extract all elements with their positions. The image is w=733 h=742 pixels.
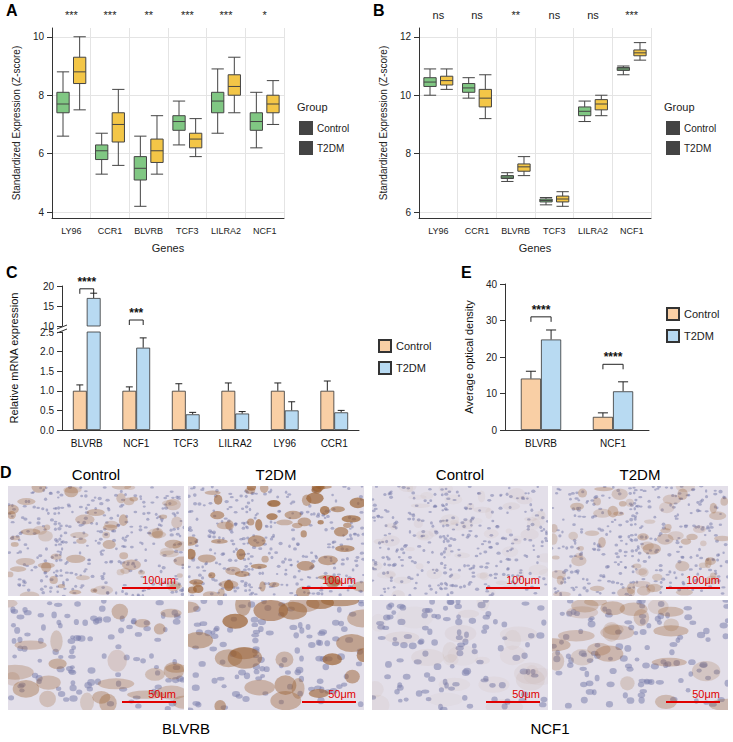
svg-text:LILRA2: LILRA2 <box>211 226 241 236</box>
svg-text:****: **** <box>604 350 623 364</box>
svg-text:**: ** <box>144 9 153 21</box>
svg-text:TCF3: TCF3 <box>173 438 198 449</box>
svg-text:100μm: 100μm <box>686 574 720 586</box>
svg-text:Genes: Genes <box>519 242 552 254</box>
svg-text:CCR1: CCR1 <box>465 226 490 236</box>
svg-text:CCR1: CCR1 <box>98 226 123 236</box>
svg-text:T2DM: T2DM <box>256 466 297 483</box>
svg-text:2.0: 2.0 <box>40 346 54 357</box>
svg-text:TCF3: TCF3 <box>176 226 199 236</box>
svg-text:Control: Control <box>436 466 484 483</box>
svg-text:Standardized Expression (Z-sco: Standardized Expression (Z-score) <box>378 46 389 201</box>
svg-text:10: 10 <box>486 388 498 399</box>
svg-text:****: **** <box>532 303 551 317</box>
svg-text:***: *** <box>104 9 118 21</box>
svg-text:NCF1: NCF1 <box>253 226 277 236</box>
svg-text:B: B <box>373 2 385 19</box>
svg-text:Average optical density: Average optical density <box>463 300 475 414</box>
svg-text:T2DM: T2DM <box>620 466 661 483</box>
svg-text:BLVRB: BLVRB <box>134 226 163 236</box>
svg-text:ns: ns <box>549 9 561 21</box>
svg-text:***: *** <box>625 9 639 21</box>
svg-text:Control: Control <box>684 123 716 134</box>
svg-text:100μm: 100μm <box>142 574 176 586</box>
svg-text:50μm: 50μm <box>512 688 540 700</box>
svg-text:6: 6 <box>38 148 44 159</box>
svg-text:6: 6 <box>405 207 411 218</box>
svg-text:50μm: 50μm <box>692 688 720 700</box>
svg-text:4: 4 <box>38 207 44 218</box>
svg-text:0.5: 0.5 <box>40 405 54 416</box>
svg-text:CCR1: CCR1 <box>321 438 349 449</box>
svg-text:T2DM: T2DM <box>684 330 714 342</box>
svg-text:BLVRB: BLVRB <box>71 438 103 449</box>
svg-text:LY96: LY96 <box>273 438 296 449</box>
svg-text:Control: Control <box>72 466 120 483</box>
svg-text:1.0: 1.0 <box>40 385 54 396</box>
svg-text:C: C <box>6 264 18 281</box>
svg-text:NCF1: NCF1 <box>123 438 150 449</box>
svg-text:15: 15 <box>43 301 55 312</box>
svg-text:ns: ns <box>433 9 445 21</box>
svg-text:TCF3: TCF3 <box>543 226 566 236</box>
svg-text:*: * <box>263 9 268 21</box>
svg-text:0.0: 0.0 <box>40 425 54 436</box>
svg-text:NCF1: NCF1 <box>620 226 644 236</box>
svg-text:Genes: Genes <box>152 242 185 254</box>
svg-text:BLVRB: BLVRB <box>501 226 530 236</box>
svg-text:40: 40 <box>486 279 498 290</box>
svg-text:50μm: 50μm <box>328 688 356 700</box>
svg-text:10: 10 <box>400 90 412 101</box>
svg-text:0: 0 <box>491 425 497 436</box>
svg-text:T2DM: T2DM <box>317 143 344 154</box>
svg-text:**: ** <box>511 9 520 21</box>
svg-text:E: E <box>461 264 472 281</box>
svg-text:12: 12 <box>400 31 412 42</box>
svg-text:LY96: LY96 <box>61 226 81 236</box>
svg-text:100μm: 100μm <box>506 574 540 586</box>
svg-text:50μm: 50μm <box>148 688 176 700</box>
svg-text:Control: Control <box>317 123 349 134</box>
svg-text:Standardized Expression (Z-sco: Standardized Expression (Z-score) <box>11 46 22 201</box>
svg-text:***: *** <box>220 9 234 21</box>
svg-text:***: *** <box>65 9 79 21</box>
svg-text:NCF1: NCF1 <box>530 720 569 737</box>
svg-text:1.5: 1.5 <box>40 366 54 377</box>
svg-text:LILRA2: LILRA2 <box>578 226 608 236</box>
svg-text:8: 8 <box>38 90 44 101</box>
svg-text:LY96: LY96 <box>428 226 448 236</box>
svg-text:10: 10 <box>33 31 45 42</box>
svg-text:Group: Group <box>664 101 695 113</box>
svg-text:****: **** <box>77 275 96 289</box>
svg-text:T2DM: T2DM <box>684 143 711 154</box>
svg-text:Relative mRNA expression: Relative mRNA expression <box>8 293 20 424</box>
svg-text:D: D <box>0 464 12 481</box>
svg-text:***: *** <box>129 306 143 320</box>
svg-text:Control: Control <box>396 340 431 352</box>
svg-text:Group: Group <box>297 101 328 113</box>
svg-text:NCF1: NCF1 <box>600 438 627 449</box>
svg-text:A: A <box>6 2 18 19</box>
svg-text:8: 8 <box>405 148 411 159</box>
svg-text:Control: Control <box>684 308 719 320</box>
svg-text:100μm: 100μm <box>322 574 356 586</box>
svg-text:LILRA2: LILRA2 <box>219 438 253 449</box>
svg-text:20: 20 <box>43 281 55 292</box>
svg-text:2.5: 2.5 <box>40 327 54 338</box>
svg-text:30: 30 <box>486 315 498 326</box>
svg-text:20: 20 <box>486 352 498 363</box>
svg-text:***: *** <box>181 9 195 21</box>
svg-text:T2DM: T2DM <box>396 362 426 374</box>
svg-text:ns: ns <box>587 9 599 21</box>
svg-text:ns: ns <box>471 9 483 21</box>
svg-text:BLVRB: BLVRB <box>525 438 557 449</box>
svg-text:BLVRB: BLVRB <box>162 720 210 737</box>
